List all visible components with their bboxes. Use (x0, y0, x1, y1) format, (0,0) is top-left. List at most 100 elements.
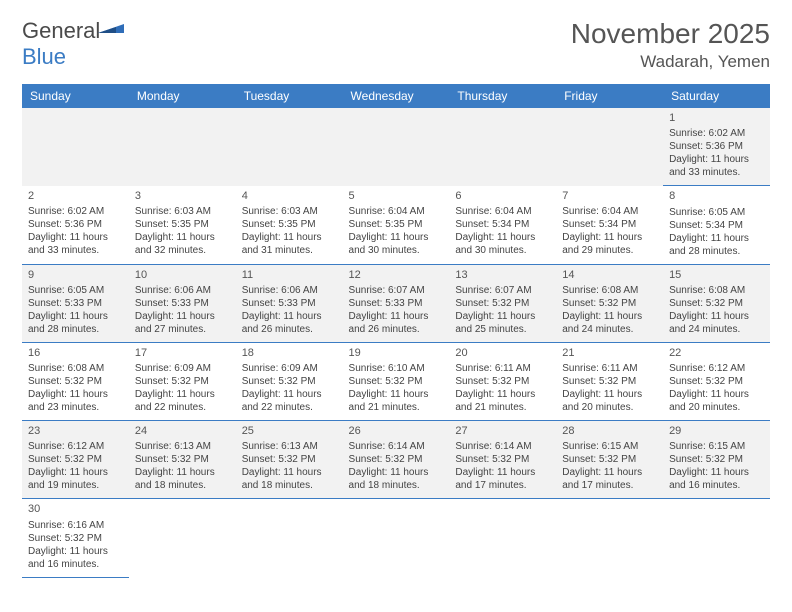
calendar-cell: 10 Sunrise: 6:06 AMSunset: 5:33 PMDayligh… (129, 264, 236, 342)
calendar-cell (449, 108, 556, 186)
sunrise-line: Sunrise: 6:05 AM (669, 206, 764, 219)
sunrise-line: Sunrise: 6:13 AM (135, 440, 230, 453)
sunrise-line: Sunrise: 6:03 AM (135, 205, 230, 218)
calendar-cell: 7Sunrise: 6:04 AMSunset: 5:34 PMDaylight… (556, 186, 663, 264)
sunset-line: Sunset: 5:32 PM (562, 375, 657, 388)
day-number: 11 (242, 268, 337, 282)
month-title: November 2025 (571, 18, 770, 50)
day-number: 29 (669, 424, 764, 438)
daylight-line: Daylight: 11 hours and 21 minutes. (349, 388, 444, 414)
day-number: 19 (349, 346, 444, 360)
day-number: 15 (669, 268, 764, 282)
daylight-line: Daylight: 11 hours and 32 minutes. (135, 231, 230, 257)
sunrise-line: Sunrise: 6:08 AM (28, 362, 123, 375)
calendar-cell: 26Sunrise: 6:14 AMSunset: 5:32 PMDayligh… (343, 421, 450, 499)
calendar-cell: 13Sunrise: 6:07 AMSunset: 5:32 PMDayligh… (449, 264, 556, 342)
calendar-cell: 2Sunrise: 6:02 AMSunset: 5:36 PMDaylight… (22, 186, 129, 264)
calendar-cell (236, 108, 343, 186)
sunset-line: Sunset: 5:32 PM (455, 297, 550, 310)
sunrise-line: Sunrise: 6:06 AM (135, 284, 230, 297)
day-header: Monday (129, 84, 236, 108)
sunrise-line: Sunrise: 6:12 AM (669, 362, 764, 375)
header: GeneralBlue November 2025 Wadarah, Yemen (22, 18, 770, 72)
sunset-line: Sunset: 5:32 PM (562, 453, 657, 466)
sunset-line: Sunset: 5:33 PM (28, 297, 123, 310)
day-number: 18 (242, 346, 337, 360)
logo-blue: Blue (22, 44, 66, 69)
daylight-line: Daylight: 11 hours and 20 minutes. (562, 388, 657, 414)
daylight-line: Daylight: 11 hours and 28 minutes. (28, 310, 123, 336)
day-header: Wednesday (343, 84, 450, 108)
calendar-cell: 15Sunrise: 6:08 AMSunset: 5:32 PMDayligh… (663, 264, 770, 342)
sunset-line: Sunset: 5:34 PM (455, 218, 550, 231)
sunset-line: Sunset: 5:34 PM (562, 218, 657, 231)
daylight-line: Daylight: 11 hours and 33 minutes. (669, 153, 764, 179)
daylight-line: Daylight: 11 hours and 24 minutes. (669, 310, 764, 336)
day-number: 9 (28, 268, 123, 282)
day-number: 6 (455, 189, 550, 203)
daylight-line: Daylight: 11 hours and 26 minutes. (242, 310, 337, 336)
sunrise-line: Sunrise: 6:05 AM (28, 284, 123, 297)
sunset-line: Sunset: 5:32 PM (28, 375, 123, 388)
sunset-line: Sunset: 5:33 PM (242, 297, 337, 310)
calendar-cell: 25Sunrise: 6:13 AMSunset: 5:32 PMDayligh… (236, 421, 343, 499)
day-number: 4 (242, 189, 337, 203)
calendar-cell: 19Sunrise: 6:10 AMSunset: 5:32 PMDayligh… (343, 342, 450, 420)
daylight-line: Daylight: 11 hours and 23 minutes. (28, 388, 123, 414)
sunrise-line: Sunrise: 6:07 AM (349, 284, 444, 297)
day-number: 8 (669, 189, 764, 203)
calendar-cell: 28Sunrise: 6:15 AMSunset: 5:32 PMDayligh… (556, 421, 663, 499)
sunset-line: Sunset: 5:36 PM (669, 140, 764, 153)
daylight-line: Daylight: 11 hours and 25 minutes. (455, 310, 550, 336)
daylight-line: Daylight: 11 hours and 18 minutes. (349, 466, 444, 492)
calendar-cell (449, 499, 556, 577)
day-number: 20 (455, 346, 550, 360)
sunset-line: Sunset: 5:32 PM (455, 453, 550, 466)
day-number: 17 (135, 346, 230, 360)
sunset-line: Sunset: 5:32 PM (349, 453, 444, 466)
calendar-cell: 14Sunrise: 6:08 AMSunset: 5:32 PMDayligh… (556, 264, 663, 342)
day-number: 2 (28, 189, 123, 203)
daylight-line: Daylight: 11 hours and 30 minutes. (455, 231, 550, 257)
sunrise-line: Sunrise: 6:09 AM (242, 362, 337, 375)
calendar-week: 9Sunrise: 6:05 AMSunset: 5:33 PMDaylight… (22, 264, 770, 342)
calendar-week: 1Sunrise: 6:02 AMSunset: 5:36 PMDaylight… (22, 108, 770, 186)
sunset-line: Sunset: 5:35 PM (135, 218, 230, 231)
day-header: Tuesday (236, 84, 343, 108)
sunrise-line: Sunrise: 6:06 AM (242, 284, 337, 297)
sunrise-line: Sunrise: 6:15 AM (669, 440, 764, 453)
sunrise-line: Sunrise: 6:02 AM (28, 205, 123, 218)
daylight-line: Daylight: 11 hours and 33 minutes. (28, 231, 123, 257)
daylight-line: Daylight: 11 hours and 22 minutes. (135, 388, 230, 414)
calendar-cell: 8Sunrise: 6:05 AMSunset: 5:34 PMDaylight… (663, 186, 770, 264)
calendar-cell: 11 Sunrise: 6:06 AMSunset: 5:33 PMDayligh… (236, 264, 343, 342)
sunset-line: Sunset: 5:33 PM (135, 297, 230, 310)
sunrise-line: Sunrise: 6:12 AM (28, 440, 123, 453)
calendar-cell (343, 108, 450, 186)
day-number: 30 (28, 502, 123, 516)
sunset-line: Sunset: 5:32 PM (242, 375, 337, 388)
sunset-line: Sunset: 5:32 PM (562, 297, 657, 310)
sunset-line: Sunset: 5:32 PM (455, 375, 550, 388)
sunrise-line: Sunrise: 6:10 AM (349, 362, 444, 375)
daylight-line: Daylight: 11 hours and 27 minutes. (135, 310, 230, 336)
calendar-cell: 20Sunrise: 6:11 AMSunset: 5:32 PMDayligh… (449, 342, 556, 420)
calendar-table: Sunday Monday Tuesday Wednesday Thursday… (22, 84, 770, 578)
day-number: 10 (135, 268, 230, 282)
sunrise-line: Sunrise: 6:08 AM (562, 284, 657, 297)
calendar-cell (663, 499, 770, 577)
calendar-cell: 21Sunrise: 6:11 AMSunset: 5:32 PMDayligh… (556, 342, 663, 420)
day-number: 23 (28, 424, 123, 438)
calendar-week: 23Sunrise: 6:12 AMSunset: 5:32 PMDayligh… (22, 421, 770, 499)
daylight-line: Daylight: 11 hours and 19 minutes. (28, 466, 123, 492)
sunrise-line: Sunrise: 6:08 AM (669, 284, 764, 297)
day-header: Friday (556, 84, 663, 108)
calendar-cell: 12Sunrise: 6:07 AMSunset: 5:33 PMDayligh… (343, 264, 450, 342)
day-number: 22 (669, 346, 764, 360)
sunset-line: Sunset: 5:33 PM (349, 297, 444, 310)
sunset-line: Sunset: 5:35 PM (242, 218, 337, 231)
day-header-row: Sunday Monday Tuesday Wednesday Thursday… (22, 84, 770, 108)
sunset-line: Sunset: 5:32 PM (135, 375, 230, 388)
sunrise-line: Sunrise: 6:03 AM (242, 205, 337, 218)
calendar-cell: 6Sunrise: 6:04 AMSunset: 5:34 PMDaylight… (449, 186, 556, 264)
